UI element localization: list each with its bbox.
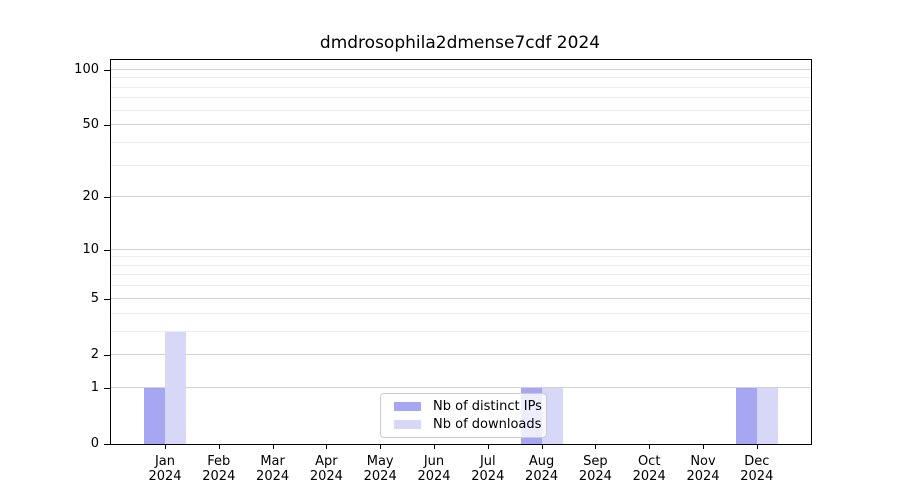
bar-dec-downloads: [756, 387, 778, 444]
x-ticklabel-feb: Feb 2024: [184, 454, 254, 484]
legend-label-distinct-ips: Nb of distinct IPs: [433, 399, 542, 415]
gridline-10: [111, 248, 811, 250]
x-tickmark-mar: [272, 444, 274, 449]
gridline-70: [111, 97, 811, 99]
x-ticklabel-apr: Apr 2024: [291, 454, 361, 484]
x-ticklabel-month: Apr: [315, 454, 338, 469]
gridline-90: [111, 77, 811, 79]
y-ticklabel-5: 5: [90, 290, 99, 306]
x-ticklabel-year: 2024: [309, 469, 343, 484]
x-ticklabel-year: 2024: [256, 469, 290, 484]
x-ticklabel-may: May 2024: [345, 454, 415, 484]
y-ticklabel-2: 2: [90, 346, 99, 362]
gridline-60: [111, 109, 811, 111]
x-ticklabel-year: 2024: [202, 469, 236, 484]
y-tickmark-20: [104, 197, 110, 199]
legend-label-downloads: Nb of downloads: [433, 416, 542, 432]
x-tickmark-sep: [595, 444, 597, 449]
x-ticklabel-month: Dec: [744, 454, 770, 469]
x-ticklabel-jun: Jun 2024: [399, 454, 469, 484]
x-ticklabel-year: 2024: [417, 469, 451, 484]
chart-title: dmdrosophila2dmense7cdf 2024: [319, 33, 601, 53]
bar-dec-distinct-ips: [735, 387, 757, 444]
x-ticklabel-month: Nov: [690, 454, 716, 469]
gridline-80: [111, 86, 811, 88]
gridline-30: [111, 164, 811, 166]
x-ticklabel-jan: Jan 2024: [130, 454, 200, 484]
x-ticklabel-year: 2024: [525, 469, 559, 484]
x-ticklabel-month: Sep: [583, 454, 608, 469]
x-ticklabel-year: 2024: [740, 469, 774, 484]
gridline-40: [111, 141, 811, 143]
y-tickmark-2: [104, 354, 110, 356]
y-ticklabel-1: 1: [90, 379, 99, 395]
gridline-100: [111, 68, 811, 70]
x-tickmark-jun: [434, 444, 435, 449]
x-ticklabel-year: 2024: [578, 469, 612, 484]
x-ticklabel-mar: Mar 2024: [238, 454, 308, 484]
legend: Nb of distinct IPs Nb of downloads: [380, 393, 547, 438]
x-ticklabel-dec: Dec 2024: [722, 454, 792, 484]
x-tickmark-aug: [541, 444, 543, 449]
gridline-20: [111, 196, 811, 198]
y-tickmark-50: [104, 125, 110, 127]
y-ticklabel-0: 0: [90, 436, 99, 451]
x-ticklabel-month: Mar: [260, 454, 285, 469]
gridline-1: [111, 386, 811, 388]
x-tickmark-may: [380, 444, 382, 449]
legend-swatch-downloads: [394, 419, 421, 429]
gridline-7: [111, 274, 811, 276]
gridline-3: [111, 330, 811, 332]
x-ticklabel-month: Jun: [423, 454, 445, 469]
x-tickmark-nov: [703, 444, 704, 449]
x-ticklabel-month: Oct: [637, 454, 661, 469]
gridline-4: [111, 312, 811, 314]
y-tickmark-0: [104, 444, 110, 445]
x-ticklabel-month: Jan: [154, 454, 176, 469]
y-tickmark-10: [104, 249, 110, 251]
x-ticklabel-nov: Nov 2024: [668, 454, 738, 484]
y-tickmark-100: [104, 69, 110, 71]
x-ticklabel-month: Aug: [528, 454, 555, 469]
gridline-6: [111, 285, 811, 287]
x-tickmark-jul: [487, 444, 489, 449]
x-ticklabel-month: Jul: [479, 454, 496, 469]
y-ticklabel-10: 10: [82, 241, 99, 257]
x-ticklabel-aug: Aug 2024: [507, 454, 577, 484]
gridline-9: [111, 256, 811, 258]
legend-swatch-distinct-ips: [394, 402, 421, 412]
x-ticklabel-month: Feb: [207, 454, 231, 469]
gridline-2: [111, 353, 811, 355]
x-tickmark-apr: [326, 444, 328, 449]
gridline-50: [111, 124, 811, 126]
legend-item-distinct-ips: Nb of distinct IPs: [394, 399, 542, 414]
x-ticklabel-oct: Oct 2024: [614, 454, 684, 484]
x-ticklabel-month: May: [366, 454, 394, 469]
x-tickmark-oct: [649, 444, 651, 449]
y-tickmark-1: [104, 387, 110, 389]
bar-jan-downloads: [165, 331, 186, 444]
legend-item-downloads: Nb of downloads: [394, 416, 542, 432]
gridline-5: [111, 297, 811, 299]
plot-area: 0 1 2 5 10 20 50 100 Jan 2024 Feb 2024 Mar 2024 Apr 202…: [74, 59, 812, 484]
bar-jan-distinct-ips: [144, 387, 165, 444]
x-ticklabel-year: 2024: [471, 469, 505, 484]
x-tickmark-dec: [756, 444, 758, 449]
gridline-8: [111, 264, 811, 266]
x-ticklabel-year: 2024: [363, 469, 397, 484]
x-ticklabel-year: 2024: [148, 469, 182, 484]
x-ticklabel-sep: Sep 2024: [560, 454, 630, 484]
x-ticklabel-year: 2024: [686, 469, 720, 484]
y-tickmark-5: [104, 298, 110, 300]
y-ticklabel-20: 20: [82, 189, 99, 205]
x-ticklabel-jul: Jul 2024: [453, 454, 523, 484]
x-tickmark-feb: [218, 444, 220, 449]
x-tickmark-jan: [165, 444, 166, 449]
x-ticklabel-year: 2024: [632, 469, 666, 484]
y-ticklabel-100: 100: [74, 61, 99, 77]
y-ticklabel-50: 50: [82, 117, 99, 133]
